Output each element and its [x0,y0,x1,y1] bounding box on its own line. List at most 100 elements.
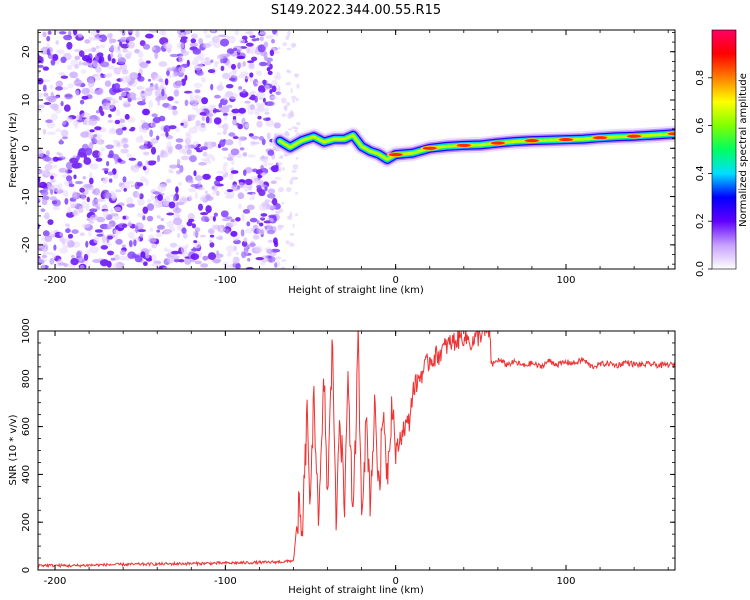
noise-blob [81,112,91,119]
noise-blob [252,224,259,229]
noise-blob [96,233,104,237]
noise-blob [50,175,54,180]
noise-blob [167,96,174,101]
noise-blob [287,128,293,131]
noise-blob [49,196,57,201]
noise-blob [211,191,220,195]
noise-blob [95,45,100,49]
noise-blob [274,262,278,268]
noise-blob [191,103,198,111]
noise-blob [51,200,58,205]
noise-blob [119,249,126,256]
noise-blob [50,164,58,169]
noise-blob [38,257,48,263]
noise-blob [173,71,179,77]
noise-blob [183,257,192,265]
signal-hotspot-core [490,141,505,145]
noise-blob [188,194,193,202]
snr-background [38,331,675,570]
noise-blob [60,75,69,79]
noise-blob [280,155,283,159]
noise-blob [249,217,258,223]
noise-blob [91,137,96,145]
noise-blob [209,239,213,243]
noise-blob [102,234,106,243]
noise-blob [42,128,47,135]
heatmap-x-tick-label: -200 [44,275,67,286]
noise-blob [189,180,194,184]
noise-blob [101,176,109,183]
noise-blob [167,146,173,155]
noise-blob [185,133,192,141]
noise-blob [162,198,167,205]
snr-y-tick-label: 800 [21,369,32,388]
heatmap-y-tick-label: -20 [21,237,32,253]
noise-blob [192,141,199,147]
noise-blob [263,117,271,122]
noise-blob [88,133,94,140]
noise-blob [291,126,297,129]
noise-blob [79,114,83,123]
noise-blob [64,93,73,100]
noise-blob [92,37,102,41]
noise-blob [228,92,238,100]
noise-blob [222,164,227,173]
noise-blob [78,50,85,57]
noise-blob [226,245,236,253]
noise-blob [77,150,87,158]
noise-blob [160,217,165,222]
noise-blob [278,166,281,171]
noise-blob [270,180,277,184]
noise-blob [178,55,184,63]
noise-blob [121,244,127,248]
noise-blob [71,254,75,260]
noise-blob [291,169,297,173]
noise-blob [32,183,37,187]
noise-blob [135,136,144,143]
noise-blob [198,38,204,45]
noise-blob [123,100,129,105]
noise-blob [114,156,118,165]
noise-blob [38,176,41,184]
noise-blob [148,30,159,33]
noise-blob [74,123,79,130]
noise-blob [245,228,253,234]
noise-blob [133,239,137,247]
noise-blob [284,105,288,112]
noise-blob [216,132,222,136]
noise-blob [154,51,159,60]
noise-blob [38,223,40,230]
noise-blob [260,164,264,171]
noise-blob [267,70,273,75]
noise-blob [93,236,100,244]
noise-blob [247,60,255,64]
noise-blob [223,162,229,167]
noise-blob [193,240,198,244]
noise-blob [110,257,116,261]
noise-blob [263,41,269,48]
snr-x-ticks: -200 -100 0 100 [44,331,669,587]
noise-blob [171,255,181,260]
noise-blob [210,83,214,91]
heatmap-x-ticks: -200 -100 0 100 [44,30,669,286]
figure-title: S149.2022.344.00.55.R15 [271,3,441,18]
noise-blob [176,80,183,86]
noise-blob [212,184,218,192]
noise-blob [149,129,154,137]
noise-blob [82,55,91,62]
noise-blob [191,59,200,66]
noise-blob [243,169,247,176]
noise-blob [69,71,78,79]
noise-blob [113,83,121,90]
noise-blob [259,222,264,227]
noise-blob [138,223,145,227]
noise-blob [256,220,260,225]
noise-blob [278,156,282,159]
noise-blob [204,190,208,195]
noise-blob [76,251,82,259]
noise-blobs [32,30,301,269]
noise-blob [159,84,163,91]
noise-blob [266,193,276,199]
noise-blob [296,83,300,89]
noise-blob [260,172,268,177]
